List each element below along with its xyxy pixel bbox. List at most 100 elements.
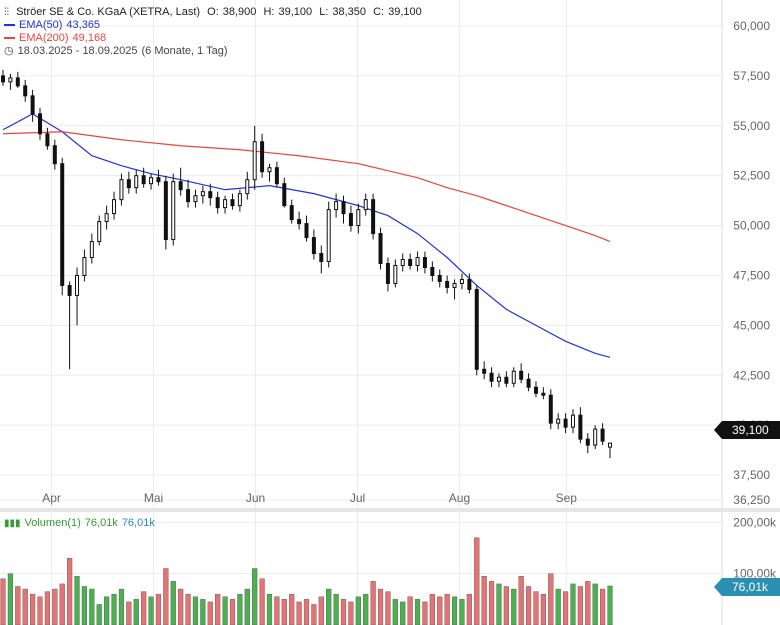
x-tick-label: Mai — [144, 491, 163, 505]
candle-body — [578, 414, 583, 440]
volume-bars — [0, 537, 613, 625]
volume-bar — [540, 593, 546, 625]
axis-labels: 60,000 57,500 55,000 52,500 50,000 47,500 45,0… — [42, 19, 777, 581]
candle-body — [89, 241, 94, 259]
candle-body — [30, 95, 35, 115]
volume-bar — [111, 593, 117, 625]
candle-body — [326, 209, 331, 263]
candle-body — [178, 181, 183, 191]
volume-bar — [229, 599, 236, 625]
clock-icon: ◷ — [4, 45, 14, 57]
candle-body — [415, 257, 420, 266]
candle-body — [282, 183, 287, 207]
volume-bar — [333, 593, 339, 625]
candle-body — [608, 442, 612, 448]
volume-bar — [104, 596, 110, 625]
open-label: O: — [207, 6, 219, 18]
candle-body — [504, 376, 509, 384]
candle-body — [422, 257, 427, 268]
price-panel-bg — [0, 0, 722, 508]
candle-body — [548, 394, 553, 424]
candle-body — [141, 175, 146, 185]
volume-bar — [444, 593, 450, 625]
candle-body — [533, 386, 538, 394]
volume-bar — [348, 601, 354, 625]
candle-body — [371, 199, 376, 235]
volume-bar — [163, 568, 169, 625]
candle-body — [489, 372, 494, 382]
candle-body — [459, 278, 464, 284]
volume-bar — [52, 588, 58, 625]
y-tick-label: 37,500 — [733, 468, 770, 482]
candle-body — [348, 213, 353, 227]
volume-bar — [303, 599, 310, 625]
volume-value-1: 76,01k — [84, 517, 118, 529]
volume-bar — [385, 591, 391, 625]
ema200-legend: EMA(200) 49,168 — [4, 32, 426, 45]
y-tick-label: 36,250 — [733, 493, 770, 507]
candle-body — [400, 259, 405, 266]
y-tick-label: 42,500 — [733, 368, 770, 382]
last-price-tag: 39,100 — [714, 421, 780, 439]
chart-legend: ⫶⫶ Ströer SE & Co. KGaA (XETRA, Last) O:… — [4, 6, 426, 58]
ema200-swatch — [4, 37, 15, 40]
candle-body — [52, 145, 57, 165]
volume-bar — [37, 596, 43, 625]
candle-body — [23, 85, 28, 97]
candle-body — [356, 209, 361, 227]
volume-bar — [481, 576, 487, 625]
volume-bar — [599, 588, 606, 625]
candle-body — [186, 189, 191, 203]
volume-bar — [407, 596, 413, 625]
x-tick-label: Jul — [350, 491, 365, 505]
candle-body — [230, 199, 235, 207]
volume-bar — [22, 588, 28, 625]
volume-bar — [392, 599, 398, 625]
volume-bar — [126, 601, 132, 625]
volume-bar — [585, 581, 591, 625]
candle-body — [519, 370, 524, 380]
volume-bar — [451, 596, 458, 625]
volume-bar — [488, 581, 495, 625]
volume-bar — [44, 591, 51, 625]
candle-body — [526, 378, 531, 388]
candle-body — [600, 428, 605, 442]
candle-body — [193, 195, 198, 203]
candle-body — [15, 77, 20, 87]
candle-body — [200, 191, 205, 197]
volume-bar — [67, 558, 73, 625]
volume-bar — [96, 604, 102, 625]
ema50-legend: EMA(50) 43,365 — [4, 19, 426, 32]
volume-bar — [370, 581, 376, 625]
candle-body — [223, 199, 228, 209]
candle-body — [75, 274, 80, 296]
y-tick-label: 47,500 — [733, 268, 770, 282]
volume-bar — [252, 568, 258, 625]
candle-body — [437, 274, 442, 282]
candle-body — [126, 179, 131, 189]
ema-line-200 — [2, 131, 611, 243]
candle-body — [563, 418, 568, 428]
candle-body — [445, 280, 450, 288]
x-tick-label: Aug — [449, 491, 470, 505]
volume-bar — [215, 593, 221, 625]
volume-bar — [74, 576, 80, 625]
candle-body — [67, 284, 72, 296]
volume-bar — [400, 601, 406, 625]
volume-bar — [570, 583, 576, 625]
volume-bar — [592, 583, 598, 625]
volume-bar — [422, 601, 428, 625]
volume-bar — [89, 588, 95, 625]
x-tick-label: Sep — [556, 491, 578, 505]
volume-bar — [511, 588, 517, 625]
candle-body — [319, 253, 324, 263]
close-value: 39,100 — [388, 6, 422, 18]
high-value: 39,100 — [278, 6, 313, 18]
candle-body — [334, 201, 339, 211]
candle-body — [104, 213, 109, 223]
volume-bar — [266, 593, 273, 625]
candle-body — [297, 219, 302, 225]
candle-body — [1, 75, 5, 83]
volume-bar — [414, 599, 421, 625]
volume-bar — [0, 578, 6, 625]
